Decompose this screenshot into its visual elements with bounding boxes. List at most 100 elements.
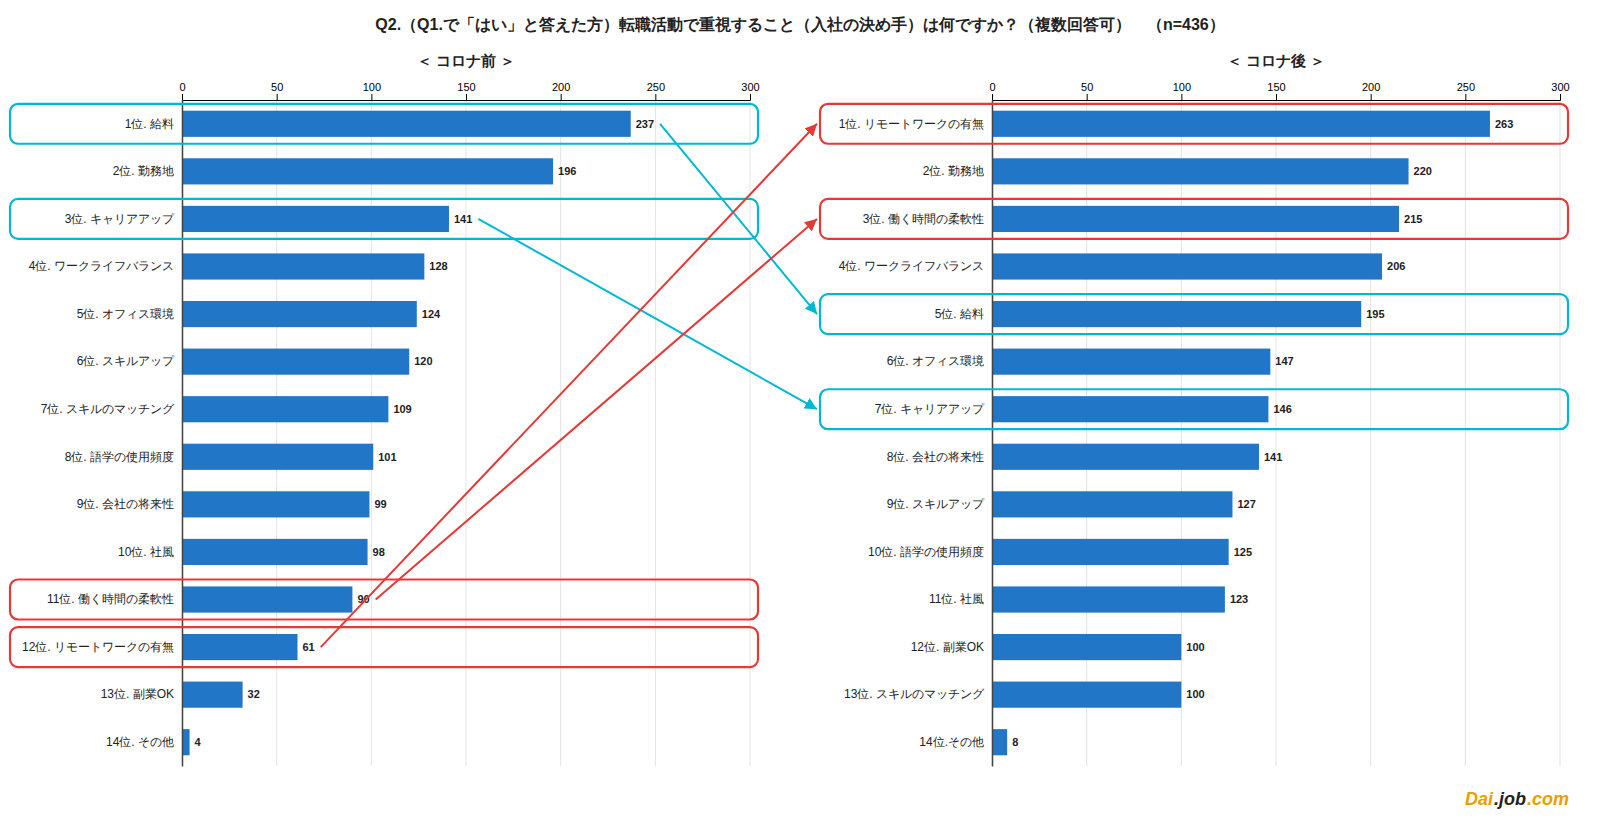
tick: 8位. 語学の使用頻度 — [65, 450, 182, 464]
data-label: 4 — [195, 736, 202, 748]
tick: 50 — [1081, 81, 1093, 100]
data-label: 127 — [1237, 498, 1255, 510]
data-label: 195 — [1366, 308, 1384, 320]
tick-label: 50 — [271, 81, 283, 93]
tick-mark — [277, 94, 278, 100]
tick: 200 — [1362, 81, 1380, 100]
tick: 150 — [1267, 81, 1285, 100]
bar — [992, 729, 1007, 755]
bar — [992, 206, 1399, 232]
tick-label: 12位. 副業OK — [911, 640, 984, 654]
bar — [992, 539, 1229, 565]
highlight-box — [820, 389, 1568, 429]
axis-line — [183, 94, 751, 101]
tick: 9位. 会社の将来性 — [77, 497, 182, 511]
highlights — [10, 104, 758, 667]
tick: 0 — [179, 81, 185, 100]
data-label: 124 — [422, 308, 441, 320]
tick-label: 4位. ワークライフバランス — [29, 259, 174, 273]
tick-label: 150 — [457, 81, 475, 93]
bar — [992, 682, 1181, 708]
tick: 9位. スキルアップ — [887, 497, 992, 511]
bar — [182, 444, 373, 470]
bar — [182, 349, 409, 375]
data-label: 99 — [374, 498, 386, 510]
bars — [992, 111, 1490, 756]
highlight-box — [10, 627, 758, 667]
bar — [182, 634, 297, 660]
tick-label: 3位. キャリアアップ — [65, 212, 175, 226]
tick: 14位. その他 — [106, 735, 182, 749]
logo: Dai.job.com — [1465, 789, 1569, 809]
tick-mark — [561, 94, 562, 100]
tick-label: 11位. 働く時間の柔軟性 — [47, 592, 174, 606]
background — [0, 0, 1600, 821]
tick: 13位. スキルのマッチング — [844, 687, 992, 701]
data-label: 220 — [1414, 165, 1432, 177]
bar — [182, 491, 369, 517]
data-label: 123 — [1230, 593, 1248, 605]
tick-label: 2位. 勤務地 — [923, 164, 984, 178]
data-label: 100 — [1186, 641, 1204, 653]
tick: 100 — [1173, 81, 1191, 100]
tick-label: 100 — [1173, 81, 1191, 93]
tick: 7位. キャリアアップ — [875, 402, 992, 416]
axis-line — [992, 101, 994, 767]
data-label: 32 — [248, 688, 260, 700]
tick: 4位. ワークライフバランス — [839, 259, 992, 273]
panel: 0501001502002503001位. リモートワークの有無2位. 勤務地3… — [839, 52, 1570, 767]
arrows — [321, 124, 817, 647]
tick: 10位. 語学の使用頻度 — [868, 545, 992, 559]
tick-label: 5位. オフィス環境 — [77, 307, 174, 321]
tick: 3位. 働く時間の柔軟性 — [863, 212, 992, 226]
highlight-box — [10, 580, 758, 620]
bar — [182, 396, 388, 422]
bar — [182, 586, 352, 612]
tick: 250 — [1457, 81, 1475, 100]
annotation: .com — [1527, 789, 1569, 809]
data-label: 147 — [1275, 355, 1293, 367]
tick-label: 200 — [552, 81, 570, 93]
tick-label: 100 — [363, 81, 381, 93]
tick-label: 11位. 社風 — [929, 592, 984, 606]
tick: 300 — [741, 81, 759, 100]
data-label: 141 — [454, 213, 472, 225]
tick-label: 2位. 勤務地 — [113, 164, 174, 178]
data-label: 98 — [373, 546, 385, 558]
bar — [182, 301, 417, 327]
data-label: 120 — [414, 355, 432, 367]
annotation: .job — [1494, 789, 1526, 809]
tick-label: 3位. 働く時間の柔軟性 — [863, 212, 984, 226]
tick-label: 200 — [1362, 81, 1380, 93]
tick-label: 9位. スキルアップ — [887, 497, 985, 511]
data-label: 196 — [558, 165, 576, 177]
data-label: 100 — [1186, 688, 1204, 700]
tick: 8位. 会社の将来性 — [887, 450, 992, 464]
tick: 2位. 勤務地 — [923, 164, 992, 178]
highlight-box — [820, 104, 1568, 144]
bar — [182, 539, 368, 565]
data-label: 125 — [1234, 546, 1252, 558]
tick: 200 — [552, 81, 570, 100]
tick-mark — [182, 94, 183, 100]
bar — [992, 396, 1268, 422]
bar — [992, 158, 1409, 184]
bar — [182, 111, 631, 137]
tick-label: 5位. 給料 — [935, 307, 984, 321]
tick-mark — [992, 94, 993, 100]
data-label: 90 — [357, 593, 369, 605]
annotation: Dai — [1465, 789, 1494, 809]
tick: 300 — [1551, 81, 1569, 100]
tick: 100 — [363, 81, 381, 100]
data-labels: 2632202152061951471461411271251231001008 — [1012, 118, 1513, 748]
panel-title: ＜ コロナ前 ＞ — [417, 52, 515, 69]
bars — [182, 111, 631, 756]
tick-label: 1位. 給料 — [125, 117, 174, 131]
bar — [992, 301, 1361, 327]
chart-root: Q2.（Q1.で「はい」と答えた方）転職活動で重視すること（入社の決め手）は何で… — [0, 0, 1600, 821]
tick: 11位. 社風 — [929, 592, 992, 606]
tick-mark — [750, 94, 751, 100]
bar — [182, 682, 243, 708]
tick: 10位. 社風 — [118, 545, 182, 559]
tick-mark — [1276, 94, 1277, 100]
